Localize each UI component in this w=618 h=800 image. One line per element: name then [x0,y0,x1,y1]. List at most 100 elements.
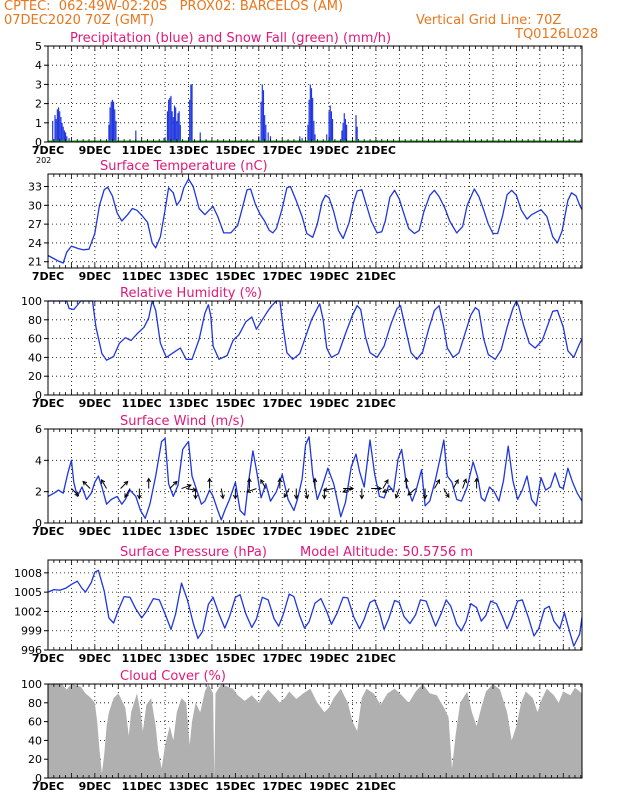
wind-arrow [382,488,393,493]
precip-bar [135,130,137,142]
y-tick-label: 1008 [14,567,42,580]
x-tick-label: 17DEC [262,144,302,157]
panel-title: Surface Pressure (hPa) [120,545,267,560]
wind-arrowhead [435,478,440,484]
precip-bar [115,120,117,142]
series-line-1 [47,178,583,264]
x-tick-label: 9DEC [79,144,111,157]
y-tick-label: 1002 [14,605,42,618]
y-tick-label: 40 [28,351,42,364]
precip-bar [344,118,347,142]
y-tick-label: 20 [28,370,42,383]
precip-bar [326,134,328,142]
x-tick-label: 9DEC [79,525,111,538]
precip-bar [308,99,310,142]
y-tick-label: 0 [35,772,42,785]
x-tick-label: 15DEC [215,144,255,157]
y-tick-label: 4 [35,454,42,467]
x-tick-label: 17DEC [262,397,302,410]
precip-bar [261,84,263,142]
x-tick-label: 17DEC [262,525,302,538]
precip-bar [66,136,68,142]
precip-bar [190,84,192,142]
wind-arrowhead [260,478,265,484]
wind-arrowhead [233,494,238,500]
x-tick-label: 13DEC [169,144,209,157]
wind-arrowhead [407,491,413,496]
wind-arrowhead [186,484,192,489]
x-tick-label: 9DEC [79,270,111,283]
precip-bar [313,120,315,142]
precip-bar [329,105,331,142]
wind-arrow [181,484,192,490]
wind-arrow [186,488,197,491]
x-year-label: 202 [36,156,51,165]
precip-bar [59,111,61,142]
wind-arrow [124,488,131,498]
x-tick-label: 21DEC [356,780,396,793]
precip-bar [355,115,357,142]
y-tick-label: 2 [35,486,42,499]
plot-frame [47,173,583,269]
panel-0: 0 1 2 3 4 5 7DEC 9DEC 11DEC 13DEC 15DEC 17DEC 19DEC 2… [32,31,583,165]
wind-arrow [462,478,467,489]
precip-bar [342,122,344,142]
precip-bar [62,126,64,142]
wind-arrowhead [384,478,389,484]
wind-arrowhead [403,477,409,483]
precip-bar [314,134,316,142]
x-tick-label: 11DEC [122,652,162,665]
y-tick-label: 2 [35,98,42,111]
panel-2: 0 20 40 60 80 100 7DEC 9DEC 11DEC 13DEC 15DEC 17DEC… [21,286,583,410]
wind-arrowhead [377,486,383,491]
precip-bar [178,111,180,142]
wind-arrow [395,488,400,499]
header-grid-info: Vertical Grid Line: 70Z [416,13,562,28]
wind-arrowhead [172,480,178,486]
x-tick-label: 7DEC [32,525,64,538]
precip-bar [57,107,60,142]
precip-bar [260,101,262,142]
precip-bar [265,124,267,142]
wind-arrowhead [445,493,450,499]
x-tick-label: 17DEC [262,270,302,283]
x-tick-label: 11DEC [122,525,162,538]
plot-frame [47,683,583,779]
wind-arrow [101,479,107,489]
precip-bar [262,90,265,142]
wind-arrowhead [454,478,459,484]
wind-arrowhead [312,477,318,483]
precip-bar [309,84,311,142]
precip-bar [168,99,170,142]
x-tick-label: 11DEC [122,270,162,283]
x-tick-label: 19DEC [309,144,349,157]
wind-arrowhead [124,493,129,499]
wind-arrowhead [277,477,283,483]
x-tick-label: 19DEC [309,780,349,793]
x-tick-label: 7DEC [32,144,64,157]
x-tick-label: 21DEC [356,397,396,410]
panel-title: Cloud Cover (%) [120,669,226,684]
precip-bar [108,124,110,142]
wind-arrow [246,488,257,493]
wind-arrowhead [123,480,129,486]
x-tick-label: 15DEC [215,652,255,665]
precip-bar [173,105,176,142]
x-tick-label: 9DEC [79,780,111,793]
x-tick-label: 19DEC [309,652,349,665]
plot-frame [47,428,583,524]
precip-bar [112,101,115,142]
panel-title: Precipitation (blue) and Snow Fall (gree… [70,31,391,46]
wind-arrowhead [394,493,400,499]
y-tick-label: 4 [35,59,42,72]
precip-bar [55,118,57,142]
x-tick-label: 17DEC [262,652,302,665]
wind-arrow [220,488,224,499]
y-tick-label: 1005 [14,586,42,599]
plot-frame [47,559,583,651]
precip-bar [264,115,266,142]
y-tick-label: 100 [21,295,42,308]
cloud-cover-area [48,684,582,778]
precip-bar [68,138,70,142]
wind-arrowhead [193,494,198,500]
